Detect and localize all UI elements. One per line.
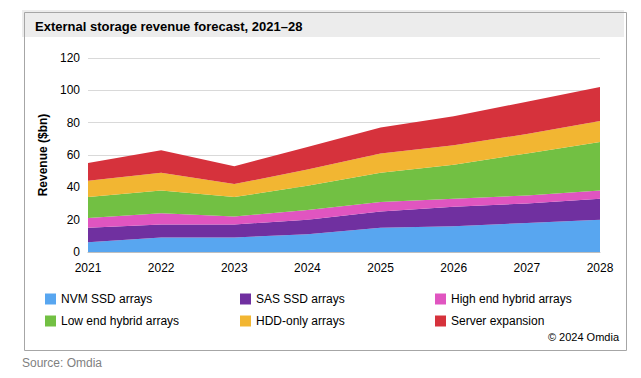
svg-text:0: 0 (73, 245, 80, 259)
svg-text:100: 100 (60, 83, 80, 97)
svg-text:2027: 2027 (514, 261, 541, 275)
svg-text:20: 20 (67, 213, 81, 227)
svg-text:NVM SSD arrays: NVM SSD arrays (61, 292, 152, 306)
svg-text:HDD-only arrays: HDD-only arrays (256, 314, 345, 328)
svg-text:80: 80 (67, 116, 81, 130)
svg-text:40: 40 (67, 180, 81, 194)
svg-text:2026: 2026 (440, 261, 467, 275)
svg-text:Revenue ($bn): Revenue ($bn) (36, 114, 50, 197)
svg-text:2021: 2021 (75, 261, 102, 275)
svg-text:2024: 2024 (294, 261, 321, 275)
svg-text:High end hybrid arrays: High end hybrid arrays (451, 292, 572, 306)
svg-text:120: 120 (60, 51, 80, 65)
svg-text:Low end hybrid arrays: Low end hybrid arrays (61, 314, 179, 328)
svg-text:SAS SSD arrays: SAS SSD arrays (256, 292, 345, 306)
svg-text:2025: 2025 (367, 261, 394, 275)
svg-text:2028: 2028 (587, 261, 614, 275)
svg-text:2022: 2022 (148, 261, 175, 275)
svg-text:Source: Omdia: Source: Omdia (22, 356, 102, 370)
svg-text:External storage revenue forec: External storage revenue forecast, 2021–… (35, 19, 302, 34)
svg-text:© 2024 Omdia: © 2024 Omdia (548, 331, 620, 343)
svg-text:2023: 2023 (221, 261, 248, 275)
svg-text:60: 60 (67, 148, 81, 162)
svg-text:Server expansion: Server expansion (451, 314, 544, 328)
